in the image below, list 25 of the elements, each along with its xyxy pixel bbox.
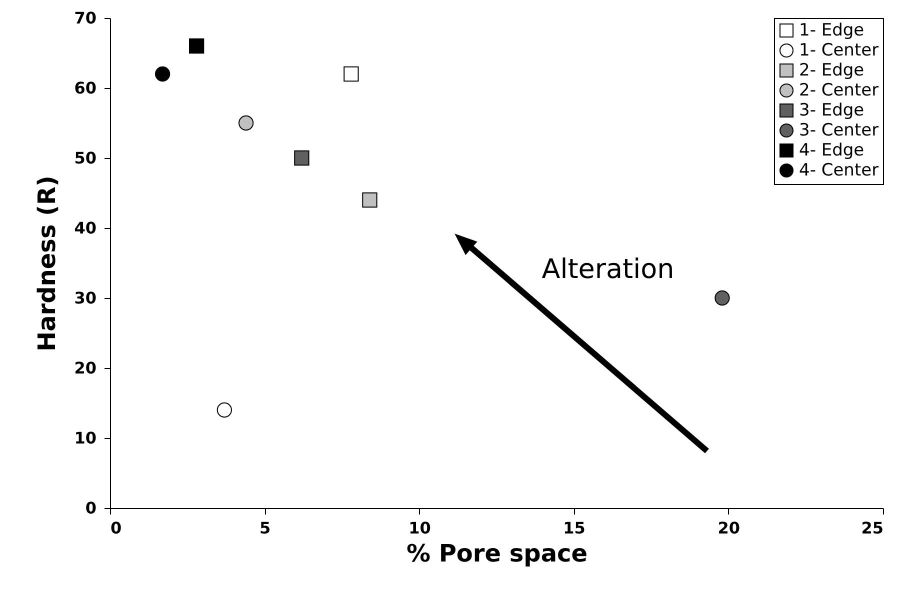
- y-axis-title: Hardness (R): [33, 175, 62, 352]
- x-tick-label: 20: [718, 518, 740, 538]
- legend-label: 3- Edge: [799, 100, 864, 120]
- legend-label: 1- Edge: [799, 20, 864, 40]
- legend-label: 3- Center: [799, 120, 879, 140]
- legend-label: 2- Edge: [799, 60, 864, 80]
- y-tick-label: 70: [74, 8, 96, 28]
- x-tick-label: 25: [861, 518, 884, 538]
- y-tick-label: 30: [74, 288, 96, 308]
- legend-label: 4- Edge: [799, 140, 864, 160]
- y-tick-label: 20: [74, 358, 96, 378]
- legend-label: 4- Center: [799, 160, 879, 180]
- annotation: Alteration: [542, 254, 674, 285]
- y-tick-label: 50: [74, 148, 96, 168]
- x-tick-label: 0: [110, 518, 122, 538]
- y-tick-label: 0: [85, 498, 96, 518]
- legend-label: 2- Center: [799, 80, 879, 100]
- legend-label: 1- Center: [799, 40, 879, 60]
- x-tick-label: 5: [260, 518, 271, 538]
- y-tick-label: 10: [74, 428, 96, 448]
- x-tick-label: 10: [408, 518, 431, 538]
- x-tick-label: 15: [563, 518, 586, 538]
- y-tick-label: 60: [74, 78, 96, 98]
- x-axis-title: % Pore space: [406, 540, 588, 568]
- y-tick-label: 40: [74, 218, 96, 238]
